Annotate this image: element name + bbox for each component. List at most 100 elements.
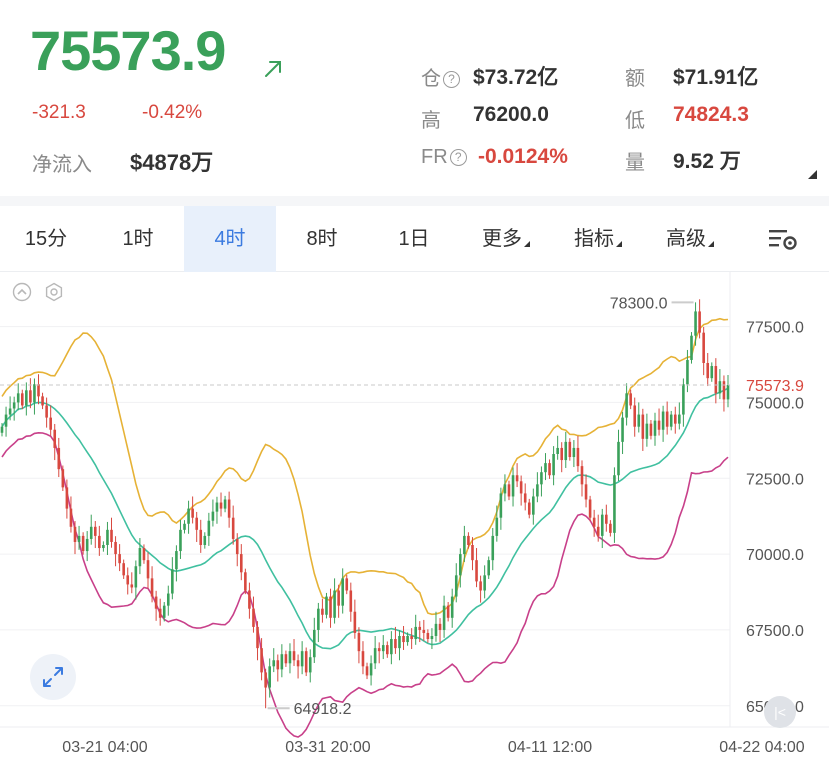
candle-body <box>37 384 40 397</box>
fullscreen-button[interactable] <box>30 654 76 700</box>
last-price: 75573.9 <box>30 19 226 82</box>
candle-body <box>718 381 722 394</box>
gear-icon[interactable] <box>44 282 64 302</box>
candle-body <box>223 499 227 509</box>
candle-body <box>637 414 641 427</box>
candle-body <box>418 626 422 630</box>
tab-advanced[interactable]: 高级 <box>644 206 736 272</box>
collapse-icon[interactable] <box>12 282 32 302</box>
candle-body <box>227 499 231 518</box>
candle-body <box>268 666 271 688</box>
candle-body <box>722 381 726 400</box>
candle-body <box>475 560 478 582</box>
candle-body <box>146 560 150 579</box>
bollinger-middle-line <box>1 387 729 650</box>
candle-body <box>706 363 710 379</box>
candle-body <box>81 535 85 552</box>
bollinger-upper-line <box>1 317 729 616</box>
candle-body <box>495 517 499 536</box>
candle-body <box>203 535 207 545</box>
candle-body <box>386 645 389 655</box>
candle-body <box>519 481 523 494</box>
ticker-header: 75573.9 -321.3 -0.42% 净流入 $4878万 仓? $73.… <box>0 0 829 205</box>
tab-more[interactable]: 更多 <box>460 206 552 272</box>
candle-body <box>41 396 44 406</box>
candle-body <box>45 405 48 418</box>
candle-body <box>361 651 365 667</box>
current-price-label: 75573.9 <box>746 378 804 395</box>
candle-body <box>93 526 97 536</box>
question-icon[interactable]: ? <box>449 149 467 166</box>
candle-body <box>219 502 223 509</box>
candle-body <box>568 441 572 458</box>
candle-body <box>98 535 101 549</box>
candle-body <box>122 563 125 576</box>
funding-rate-value: -0.0124% <box>478 145 568 168</box>
candle-body <box>459 554 462 576</box>
candle-body <box>231 517 235 539</box>
candle-body <box>33 384 36 403</box>
expand-corner-icon[interactable] <box>808 170 817 179</box>
candle-body <box>77 535 81 542</box>
candle-body <box>308 657 312 673</box>
candle-body <box>29 390 32 403</box>
candle-body <box>661 411 665 430</box>
volume-value: 9.52 万 <box>673 150 741 173</box>
tab-1h[interactable]: 1时 <box>122 228 154 250</box>
candle-body <box>102 545 105 549</box>
candle-body <box>191 508 194 518</box>
candle-body <box>341 578 344 606</box>
candle-body <box>552 454 555 476</box>
settings-icon[interactable] <box>767 226 799 252</box>
candle-body <box>454 575 458 597</box>
tab-15m[interactable]: 15分 <box>24 228 68 250</box>
candle-body <box>600 514 604 536</box>
candle-body <box>471 545 474 561</box>
candle-body <box>373 648 377 664</box>
candle-body <box>357 632 361 652</box>
candle-body <box>248 590 251 609</box>
candle-body <box>49 417 52 430</box>
candle-body <box>138 548 142 567</box>
y-tick-label: 75000.0 <box>746 395 804 412</box>
candle-body <box>337 590 340 606</box>
candle-body <box>665 411 669 427</box>
candle-body <box>369 663 373 676</box>
tab-indicators[interactable]: 指标 <box>552 206 644 272</box>
tab-4h[interactable]: 4时 <box>184 206 276 272</box>
candle-body <box>183 523 186 530</box>
candle-body <box>596 526 600 536</box>
volume-label: 量 <box>625 152 645 174</box>
candle-body <box>625 393 628 418</box>
k-icon[interactable]: |< <box>764 696 796 728</box>
candle-body <box>284 654 288 664</box>
candle-body <box>296 660 300 667</box>
y-tick-label: 77500.0 <box>746 320 804 337</box>
candle-body <box>349 590 353 612</box>
candle-body <box>158 608 162 618</box>
candle-body <box>511 475 515 497</box>
candle-body <box>321 608 324 615</box>
candle-body <box>422 629 426 633</box>
tab-1d[interactable]: 1日 <box>398 228 430 250</box>
candle-body <box>154 596 158 609</box>
tab-8h[interactable]: 8时 <box>306 228 338 250</box>
arrow-up-right-icon <box>265 61 281 77</box>
candle-body <box>304 651 308 673</box>
candle-body <box>442 605 446 630</box>
candle-body <box>649 423 653 436</box>
candle-body <box>260 648 263 673</box>
chart-area[interactable]: 77500.075000.072500.070000.067500.065000… <box>0 272 829 760</box>
candle-body <box>434 623 438 636</box>
question-icon[interactable]: ? <box>443 71 460 88</box>
candlestick-chart[interactable]: 77500.075000.072500.070000.067500.065000… <box>0 272 829 760</box>
candle-body <box>710 366 714 379</box>
candle-body <box>641 414 645 439</box>
expand-icon <box>43 667 63 687</box>
candle-body <box>12 402 16 409</box>
low-label: 低 <box>625 110 645 132</box>
candle-body <box>264 672 267 688</box>
candle-body <box>69 508 73 527</box>
candle-body <box>235 538 239 555</box>
candle-body <box>73 526 77 542</box>
